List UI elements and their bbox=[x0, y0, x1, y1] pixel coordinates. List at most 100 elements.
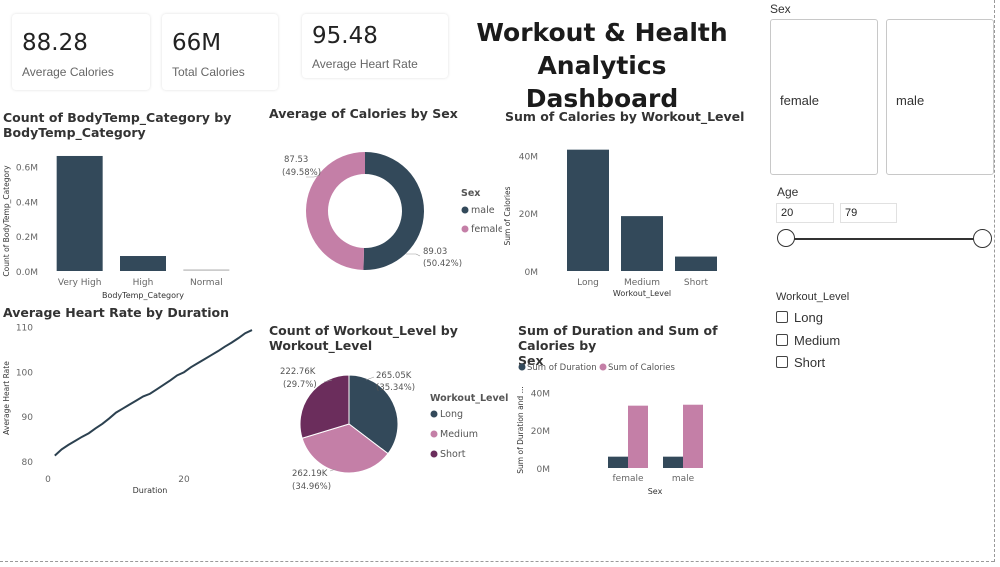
kpi-card-average-calories: 88.28 Average Calories bbox=[12, 14, 150, 90]
chart-title-line: Count of Workout_Level by bbox=[269, 323, 458, 338]
dashboard-title-line-1: Workout & Health bbox=[476, 18, 728, 47]
x-tick-label: female bbox=[612, 474, 643, 484]
kpi-label: Average Heart Rate bbox=[312, 57, 418, 71]
legend-label: Sum of Duration bbox=[527, 363, 597, 373]
y-axis-label: Average Heart Rate bbox=[2, 361, 11, 435]
bar bbox=[608, 456, 628, 468]
chart-title-calories-by-level: Sum of Calories by Workout_Level bbox=[505, 109, 745, 124]
x-tick-label: Very High bbox=[58, 278, 102, 288]
x-axis-label: Duration bbox=[133, 486, 168, 495]
checkbox[interactable] bbox=[776, 334, 788, 346]
legend-title: Workout_Level bbox=[430, 393, 508, 404]
heart-rate-line bbox=[54, 329, 253, 457]
kpi-label: Total Calories bbox=[172, 65, 245, 79]
sex-option-female[interactable]: female bbox=[770, 19, 878, 175]
y-tick-label: 0M bbox=[537, 465, 551, 475]
workout-level-slicer-title: Workout_Level bbox=[776, 291, 850, 303]
y-tick-label: 0.4M bbox=[16, 198, 38, 208]
checkbox[interactable] bbox=[776, 311, 788, 323]
duration-calories-by-sex-bar-chart: Sum of Duration Sum of Calories 0M 20M 40M fe… bbox=[516, 363, 703, 496]
age-max-input[interactable]: 79 bbox=[840, 203, 897, 223]
x-tick-label: High bbox=[133, 278, 154, 288]
checkbox-label: Medium bbox=[794, 333, 841, 348]
calories-by-level-bar-chart: 0M 20M 40M Long Medium Short Workout_Level Sum … bbox=[503, 149, 717, 298]
chart-title-line: BodyTemp_Category bbox=[3, 125, 146, 140]
age-slider-min-handle[interactable] bbox=[777, 229, 795, 247]
legend-label: Medium bbox=[440, 429, 478, 440]
legend-marker bbox=[461, 225, 469, 233]
y-tick-label: 0M bbox=[525, 268, 539, 278]
donut-slice-male bbox=[363, 152, 424, 270]
age-slider-track[interactable] bbox=[787, 238, 983, 240]
chart-title-line: Sex bbox=[518, 353, 544, 368]
y-tick-label: 110 bbox=[16, 323, 33, 333]
heart-rate-line-chart: 80 90 100 110 0 20 Duration Average Heart Rate bbox=[2, 323, 253, 495]
checkbox[interactable] bbox=[776, 356, 788, 368]
legend-marker bbox=[518, 363, 526, 371]
data-label: (50.42%) bbox=[423, 259, 462, 269]
y-tick-label: 0.2M bbox=[16, 233, 38, 243]
legend-marker bbox=[599, 363, 607, 371]
data-label: (29.7%) bbox=[283, 380, 317, 390]
legend-label: female bbox=[471, 224, 502, 235]
data-label: (34.96%) bbox=[292, 482, 331, 492]
leader-line bbox=[306, 174, 321, 178]
legend-marker bbox=[430, 430, 438, 438]
donut-slice-female bbox=[305, 152, 365, 270]
y-tick-label: 20M bbox=[519, 210, 538, 220]
data-label: 262.19K bbox=[292, 469, 328, 479]
y-axis-label: Sum of Calories bbox=[503, 186, 512, 245]
workout-level-pie-chart: 265.05K (35.34%) 262.19K (34.96%) 222.76K (29… bbox=[280, 367, 508, 492]
sex-option-male[interactable]: male bbox=[886, 19, 994, 175]
calories-by-sex-donut-chart: 89.03 (50.42%) 87.53 (49.58%) Sex male female bbox=[282, 152, 502, 270]
page-border bbox=[0, 561, 994, 562]
bar bbox=[621, 216, 663, 271]
legend-marker bbox=[430, 450, 438, 458]
age-slider-max-handle[interactable] bbox=[973, 229, 992, 248]
x-tick-label: Short bbox=[684, 278, 709, 288]
page-border bbox=[994, 0, 995, 562]
legend-label: Sum of Calories bbox=[608, 363, 675, 373]
y-tick-label: 20M bbox=[531, 427, 550, 437]
x-tick-label: Long bbox=[577, 278, 599, 288]
pie-slice-medium bbox=[301, 423, 389, 474]
data-label: 265.05K bbox=[376, 371, 412, 381]
x-axis-label: Sex bbox=[648, 487, 663, 496]
legend-label: male bbox=[471, 205, 495, 216]
kpi-label: Average Calories bbox=[22, 65, 114, 79]
checkbox-label: Long bbox=[794, 310, 823, 325]
chart-title-line: Sum of Duration and Sum of Calories by bbox=[518, 323, 718, 353]
x-axis-label: Workout_Level bbox=[613, 289, 671, 298]
y-tick-label: 90 bbox=[22, 413, 34, 423]
x-tick-label: 0 bbox=[45, 475, 51, 485]
y-tick-label: 0.0M bbox=[16, 268, 38, 278]
y-tick-label: 0.6M bbox=[16, 163, 38, 173]
age-min-input[interactable]: 20 bbox=[776, 203, 834, 223]
sex-option-label: female bbox=[780, 93, 820, 108]
y-tick-label: 40M bbox=[519, 152, 538, 162]
y-tick-label: 40M bbox=[531, 389, 550, 399]
data-label: 222.76K bbox=[280, 367, 316, 377]
y-axis-label: Sum of Duration and ... bbox=[516, 386, 525, 473]
dashboard-title-line-2: Analytics Dashboard bbox=[525, 51, 679, 113]
bar bbox=[628, 405, 648, 468]
x-tick-label: 20 bbox=[178, 475, 190, 485]
x-tick-label: Normal bbox=[190, 278, 223, 288]
chart-title-heart-rate-by-duration: Average Heart Rate by Duration bbox=[3, 305, 230, 320]
bar bbox=[183, 269, 230, 271]
chart-title-calories-by-sex: Average of Calories by Sex bbox=[269, 106, 458, 121]
legend-marker bbox=[430, 410, 438, 418]
leader-line bbox=[323, 379, 333, 383]
bodytemp-bar-chart: 0.0M 0.2M 0.4M 0.6M Very High High Normal BodyT… bbox=[2, 155, 230, 300]
pie-slice-long bbox=[348, 374, 399, 455]
kpi-card-total-calories: 66M Total Calories bbox=[162, 14, 278, 90]
bar bbox=[56, 155, 103, 271]
data-label: (35.34%) bbox=[376, 383, 415, 393]
y-tick-label: 80 bbox=[22, 458, 34, 468]
kpi-value: 95.48 bbox=[312, 23, 378, 49]
chart-title-duration-calories-by-sex: Sum of Duration and Sum of Calories by S… bbox=[518, 323, 763, 368]
data-label: (49.58%) bbox=[282, 168, 321, 178]
kpi-value: 88.28 bbox=[22, 30, 88, 56]
chart-title-count-workout-level: Count of Workout_Level by Workout_Level bbox=[269, 323, 489, 353]
sex-option-label: male bbox=[896, 93, 925, 108]
